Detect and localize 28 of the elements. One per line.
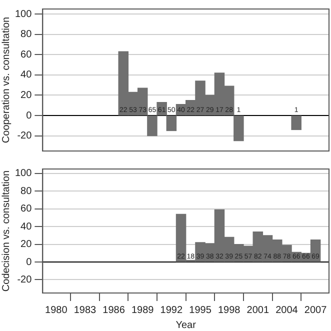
y-tick-label: 20 <box>20 239 32 250</box>
y-tick-label: 60 <box>20 204 32 215</box>
y-tick-label: 60 <box>20 49 32 60</box>
y-tick-label: 80 <box>20 29 32 40</box>
y-axis-title: Cooperation vs. consultation <box>0 16 12 144</box>
x-tick-label: 1998 <box>218 304 241 316</box>
y-tick-label: 40 <box>20 221 32 232</box>
x-tick-label: 1992 <box>160 304 183 316</box>
x-axis-title: Year <box>176 320 197 331</box>
y-tick-label: 40 <box>20 70 32 81</box>
x-tick-label: 1989 <box>131 304 154 316</box>
y-tick-label: 100 <box>14 168 32 180</box>
x-tick-label: 2001 <box>246 304 270 316</box>
y-tick-label: 20 <box>20 90 32 101</box>
y-tick-label: 0 <box>26 256 32 268</box>
x-tick-label: 2007 <box>304 304 328 316</box>
y-axis-title: Codecision vs. consultation <box>0 170 12 292</box>
x-tick-label: 1983 <box>74 304 97 316</box>
x-tick-label: 1995 <box>189 304 212 316</box>
x-tick-label: 1980 <box>45 304 68 316</box>
y-tick-label: 100 <box>14 8 32 20</box>
bar <box>291 116 302 130</box>
y-tick-label: 0 <box>26 110 32 122</box>
y-tick-label: -20 <box>17 130 32 142</box>
y-tick-label: 80 <box>20 186 32 197</box>
x-tick-label: 2004 <box>276 304 298 316</box>
x-tick-label: 1986 <box>102 304 126 316</box>
y-tick-label: -20 <box>17 274 32 286</box>
